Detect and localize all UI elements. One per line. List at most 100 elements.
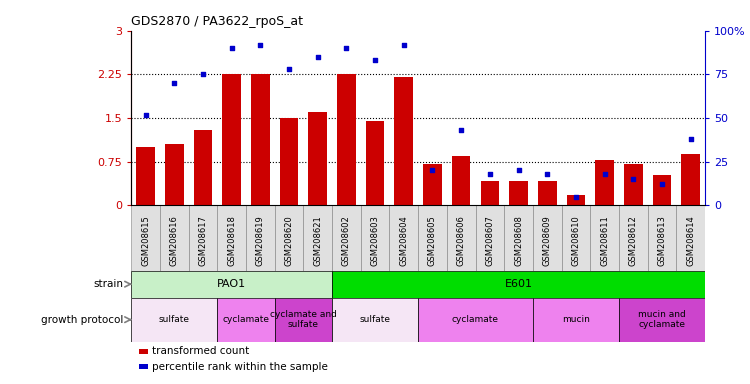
Text: GSM208612: GSM208612 — [628, 215, 638, 266]
Bar — [452, 156, 470, 205]
Bar — [647, 205, 676, 271]
Bar — [131, 271, 332, 298]
Bar — [652, 175, 671, 205]
Point — [398, 41, 410, 48]
Bar — [189, 205, 217, 271]
Text: GSM208620: GSM208620 — [284, 215, 293, 266]
Point — [254, 41, 266, 48]
Text: GSM208614: GSM208614 — [686, 215, 695, 266]
Text: cyclamate and
sulfate: cyclamate and sulfate — [270, 310, 337, 329]
Bar — [139, 364, 148, 369]
Bar — [419, 298, 532, 342]
Text: mucin and
cyclamate: mucin and cyclamate — [638, 310, 686, 329]
Text: GSM208604: GSM208604 — [399, 215, 408, 266]
Text: GSM208610: GSM208610 — [572, 215, 580, 266]
Bar — [590, 205, 619, 271]
Bar — [619, 298, 705, 342]
Point — [312, 54, 324, 60]
Text: GSM208607: GSM208607 — [485, 215, 494, 266]
Bar — [332, 271, 705, 298]
Text: transformed count: transformed count — [152, 346, 249, 356]
Point — [598, 171, 610, 177]
Text: GSM208619: GSM208619 — [256, 215, 265, 266]
Bar — [308, 112, 327, 205]
Text: E601: E601 — [505, 279, 532, 289]
Bar — [366, 121, 385, 205]
Text: GSM208621: GSM208621 — [314, 215, 322, 266]
Text: sulfate: sulfate — [359, 315, 391, 324]
Bar — [538, 181, 556, 205]
Text: GSM208609: GSM208609 — [543, 215, 552, 266]
Bar — [681, 154, 700, 205]
Text: GSM208615: GSM208615 — [141, 215, 150, 266]
Text: GSM208602: GSM208602 — [342, 215, 351, 266]
Bar — [160, 205, 189, 271]
Bar — [246, 205, 274, 271]
Bar — [481, 181, 500, 205]
Bar — [194, 130, 212, 205]
Text: GDS2870 / PA3622_rpoS_at: GDS2870 / PA3622_rpoS_at — [131, 15, 303, 28]
Text: PAO1: PAO1 — [217, 279, 246, 289]
Point — [369, 57, 381, 63]
Bar — [676, 205, 705, 271]
Bar — [251, 74, 270, 205]
Point — [484, 171, 496, 177]
Point — [197, 71, 209, 78]
Bar — [332, 205, 361, 271]
Bar — [566, 195, 585, 205]
Point — [542, 171, 554, 177]
Bar — [619, 205, 647, 271]
Point — [168, 80, 180, 86]
Text: GSM208608: GSM208608 — [514, 215, 523, 266]
Bar — [165, 144, 184, 205]
Text: strain: strain — [94, 279, 124, 289]
Text: GSM208617: GSM208617 — [199, 215, 208, 266]
Point — [455, 127, 467, 133]
Point — [226, 45, 238, 51]
Bar — [447, 205, 476, 271]
Bar — [361, 205, 389, 271]
Text: cyclamate: cyclamate — [452, 315, 499, 324]
Point — [570, 194, 582, 200]
Point — [140, 111, 152, 118]
Bar — [509, 181, 528, 205]
Bar — [504, 205, 532, 271]
Bar — [532, 298, 619, 342]
Bar — [596, 160, 614, 205]
Text: GSM208606: GSM208606 — [457, 215, 466, 266]
Point — [427, 167, 439, 174]
Bar — [131, 205, 160, 271]
Bar — [136, 147, 155, 205]
Bar — [419, 205, 447, 271]
Point — [685, 136, 697, 142]
Text: mucin: mucin — [562, 315, 590, 324]
Bar — [389, 205, 418, 271]
Text: GSM208603: GSM208603 — [370, 215, 380, 266]
Bar — [280, 118, 298, 205]
Bar — [337, 74, 356, 205]
Text: GSM208611: GSM208611 — [600, 215, 609, 266]
Bar — [476, 205, 504, 271]
Point — [340, 45, 352, 51]
Text: growth protocol: growth protocol — [41, 314, 124, 325]
Bar — [423, 164, 442, 205]
Bar — [222, 74, 241, 205]
Text: GSM208618: GSM208618 — [227, 215, 236, 266]
Text: GSM208616: GSM208616 — [170, 215, 178, 266]
Bar — [131, 298, 218, 342]
Bar — [532, 205, 562, 271]
Bar — [139, 349, 148, 354]
Bar — [303, 205, 332, 271]
Bar — [332, 298, 418, 342]
Text: GSM208613: GSM208613 — [658, 215, 667, 266]
Bar — [217, 205, 246, 271]
Bar — [274, 298, 332, 342]
Bar — [274, 205, 303, 271]
Point — [656, 181, 668, 187]
Bar — [624, 164, 643, 205]
Point — [512, 167, 524, 174]
Point — [283, 66, 295, 72]
Text: sulfate: sulfate — [159, 315, 190, 324]
Bar — [217, 298, 274, 342]
Bar — [394, 77, 413, 205]
